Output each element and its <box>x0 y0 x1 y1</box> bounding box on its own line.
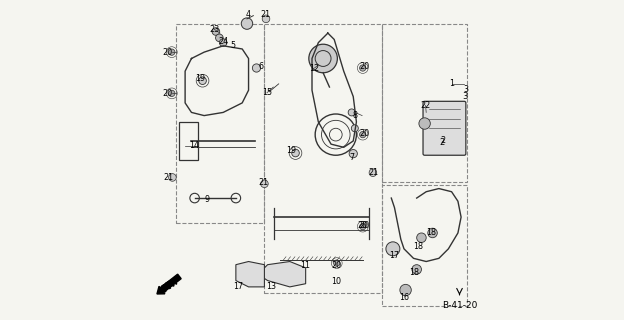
Text: 20: 20 <box>359 129 369 138</box>
Polygon shape <box>258 261 306 287</box>
Text: 2: 2 <box>439 138 445 147</box>
Circle shape <box>349 149 358 158</box>
Text: 19: 19 <box>195 74 205 83</box>
Circle shape <box>359 132 366 138</box>
Text: 21: 21 <box>163 173 173 182</box>
Text: 18: 18 <box>409 268 419 277</box>
Text: 20: 20 <box>359 220 369 229</box>
Text: 18: 18 <box>426 228 436 237</box>
Text: 9: 9 <box>205 195 210 204</box>
Circle shape <box>428 228 437 238</box>
Text: 18: 18 <box>413 242 423 251</box>
Circle shape <box>168 174 176 181</box>
Text: 10: 10 <box>331 277 341 286</box>
Circle shape <box>412 265 421 274</box>
Circle shape <box>252 64 261 72</box>
Circle shape <box>261 180 268 188</box>
Circle shape <box>334 260 340 266</box>
Text: 21: 21 <box>368 168 378 177</box>
Circle shape <box>417 233 426 243</box>
Text: 21: 21 <box>260 10 270 19</box>
Circle shape <box>359 65 366 71</box>
Circle shape <box>199 77 207 84</box>
Text: 23: 23 <box>209 25 220 34</box>
Text: 21: 21 <box>259 178 269 187</box>
Text: 11: 11 <box>300 261 310 270</box>
Text: 4: 4 <box>245 10 250 19</box>
Circle shape <box>215 34 223 42</box>
Text: 20: 20 <box>359 62 369 71</box>
Circle shape <box>212 28 220 35</box>
Text: 17: 17 <box>389 251 399 260</box>
Text: B-41-20: B-41-20 <box>442 301 477 310</box>
Circle shape <box>359 223 366 230</box>
Polygon shape <box>236 261 265 287</box>
Circle shape <box>348 109 355 116</box>
Text: 20: 20 <box>358 220 368 229</box>
Text: 20: 20 <box>163 48 173 57</box>
Text: 15: 15 <box>262 88 272 97</box>
Circle shape <box>220 39 227 46</box>
Text: 13: 13 <box>266 282 276 292</box>
Text: 3: 3 <box>464 85 469 94</box>
Circle shape <box>419 118 431 129</box>
Text: 20: 20 <box>163 89 173 98</box>
Text: 2: 2 <box>440 136 446 145</box>
Text: 7: 7 <box>349 153 355 162</box>
Circle shape <box>262 15 270 23</box>
Text: 17: 17 <box>233 282 243 291</box>
Text: 24: 24 <box>219 36 229 45</box>
Text: 22: 22 <box>421 101 431 110</box>
Text: 3: 3 <box>462 92 467 101</box>
Circle shape <box>386 242 400 256</box>
Text: 12: 12 <box>310 63 319 73</box>
Circle shape <box>400 284 411 296</box>
Text: 6: 6 <box>258 62 263 71</box>
Circle shape <box>309 44 338 73</box>
Text: 19: 19 <box>286 146 296 155</box>
Circle shape <box>369 169 377 177</box>
Circle shape <box>291 149 300 157</box>
Text: 20: 20 <box>331 261 341 270</box>
Text: FR.: FR. <box>160 276 180 295</box>
Text: 1: 1 <box>449 79 454 88</box>
Text: 5: 5 <box>231 41 236 50</box>
Text: 8: 8 <box>353 111 358 120</box>
Circle shape <box>168 90 175 97</box>
FancyBboxPatch shape <box>423 101 466 155</box>
Text: 14: 14 <box>190 141 200 150</box>
FancyArrow shape <box>157 274 181 294</box>
Circle shape <box>351 125 358 132</box>
Circle shape <box>241 18 253 29</box>
Circle shape <box>168 49 175 55</box>
Text: 16: 16 <box>399 292 409 301</box>
